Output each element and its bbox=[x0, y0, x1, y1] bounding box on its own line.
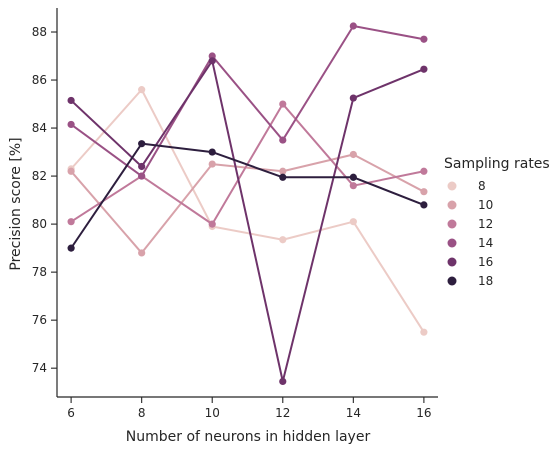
data-point bbox=[138, 140, 146, 148]
x-tick-label: 14 bbox=[346, 406, 361, 420]
series-line-10 bbox=[70, 153, 425, 254]
data-point bbox=[208, 220, 216, 228]
data-point bbox=[279, 173, 287, 181]
data-point bbox=[279, 100, 287, 108]
y-tick-label: 74 bbox=[32, 361, 47, 375]
data-point bbox=[349, 150, 357, 159]
data-point bbox=[208, 148, 216, 156]
data-point bbox=[138, 162, 146, 171]
x-axis-label: Number of neurons in hidden layer bbox=[126, 429, 371, 445]
y-tick-label: 88 bbox=[32, 25, 47, 39]
data-point bbox=[138, 86, 146, 94]
data-point bbox=[67, 96, 75, 105]
data-point bbox=[138, 249, 146, 257]
axes: 6 8 10 12 14 16 74 76 78 80 82 84 86 88 bbox=[32, 8, 438, 420]
series-8 bbox=[67, 86, 428, 336]
legend-marker bbox=[447, 181, 457, 191]
data-point bbox=[67, 120, 75, 129]
data-point bbox=[208, 57, 216, 65]
data-point bbox=[349, 173, 357, 181]
data-point bbox=[67, 244, 75, 252]
series-layer bbox=[67, 22, 428, 385]
x-tick-label: 12 bbox=[275, 406, 290, 420]
data-point bbox=[349, 94, 357, 102]
legend: Sampling rates 8 10 12 14 16 18 bbox=[444, 156, 550, 288]
y-axis-label: Precision score [%] bbox=[8, 137, 24, 270]
x-tick-label: 6 bbox=[67, 406, 75, 420]
data-point bbox=[67, 218, 75, 226]
data-point bbox=[420, 35, 428, 43]
data-point bbox=[420, 65, 428, 73]
data-point bbox=[208, 160, 216, 168]
data-point bbox=[279, 377, 287, 385]
data-point bbox=[420, 328, 428, 336]
y-tick-label: 78 bbox=[32, 265, 47, 279]
series-line-18 bbox=[70, 142, 425, 249]
data-point bbox=[349, 182, 357, 190]
data-point bbox=[279, 167, 287, 175]
legend-entry-label: 14 bbox=[478, 236, 493, 250]
data-point bbox=[349, 218, 357, 226]
data-point bbox=[420, 188, 428, 196]
legend-marker bbox=[447, 257, 457, 267]
series-14 bbox=[67, 22, 428, 180]
x-tick-label: 10 bbox=[205, 406, 220, 420]
legend-marker bbox=[447, 200, 457, 210]
legend-title: Sampling rates bbox=[444, 156, 550, 172]
y-tick-label: 84 bbox=[32, 121, 47, 135]
series-line-8 bbox=[70, 88, 425, 333]
series-18 bbox=[67, 140, 428, 252]
legend-entry-label: 16 bbox=[478, 255, 493, 269]
legend-entry-label: 18 bbox=[478, 274, 493, 288]
legend-entry-label: 8 bbox=[478, 179, 486, 193]
data-point bbox=[349, 22, 357, 30]
y-tick-label: 82 bbox=[32, 169, 47, 183]
y-tick-label: 86 bbox=[32, 73, 47, 87]
data-point bbox=[420, 201, 428, 209]
legend-marker bbox=[447, 276, 457, 286]
data-point bbox=[67, 167, 75, 175]
x-tick-label: 8 bbox=[138, 406, 146, 420]
y-tick-label: 80 bbox=[32, 217, 47, 231]
data-point bbox=[279, 236, 287, 244]
data-point bbox=[138, 172, 146, 180]
legend-marker bbox=[447, 219, 457, 229]
series-line-16 bbox=[70, 59, 425, 383]
legend-marker bbox=[447, 238, 457, 248]
legend-entry-label: 10 bbox=[478, 198, 493, 212]
series-16 bbox=[67, 57, 428, 385]
legend-entry-label: 12 bbox=[478, 217, 493, 231]
y-tick-label: 76 bbox=[32, 313, 47, 327]
series-10 bbox=[67, 150, 428, 257]
data-point bbox=[420, 167, 428, 175]
series-line-14 bbox=[70, 25, 425, 178]
x-tick-label: 16 bbox=[416, 406, 431, 420]
data-point bbox=[279, 136, 287, 144]
